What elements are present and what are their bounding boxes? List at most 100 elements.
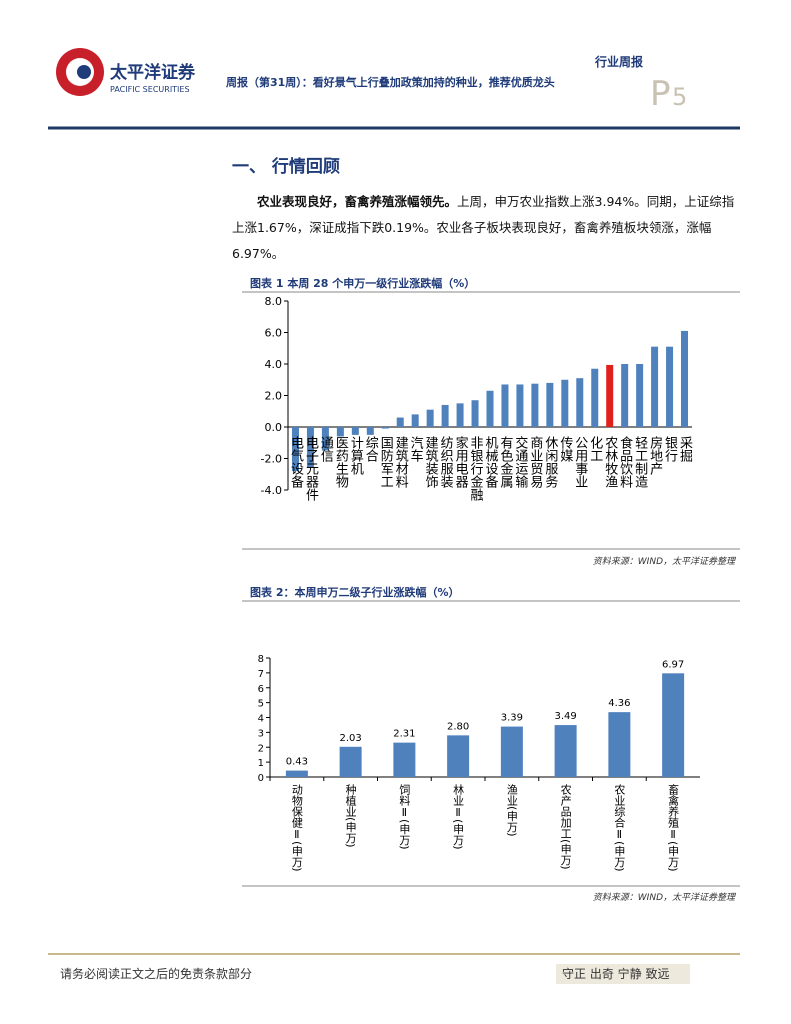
lead: 农业表现良好，畜禽养殖涨幅领先。 xyxy=(257,194,458,209)
bar xyxy=(681,330,689,427)
bar xyxy=(621,364,629,427)
value-label: 2.03 xyxy=(339,733,361,744)
source: 资料来源：WIND，太平洋证券整理 xyxy=(593,556,737,567)
bar xyxy=(441,404,449,427)
bar xyxy=(471,400,479,427)
bar xyxy=(546,382,554,427)
bar xyxy=(291,427,299,472)
motto: 守正 出奇 宁静 致远 xyxy=(562,966,669,981)
bar xyxy=(321,427,329,451)
x-tick-label: 医药生物 xyxy=(333,436,349,489)
x-tick-label: 非银行金融 xyxy=(468,436,484,501)
y-tick-label: 1 xyxy=(258,758,264,769)
value-label: 4.36 xyxy=(608,698,630,709)
value-label: 2.31 xyxy=(393,729,415,740)
y-tick-label: 6.0 xyxy=(265,327,283,340)
y-tick-label: -4.0 xyxy=(261,484,282,497)
bar xyxy=(576,378,584,427)
bar xyxy=(662,673,685,777)
value-label: 0.43 xyxy=(286,757,308,768)
bar xyxy=(396,417,404,427)
x-tick-label: 银行 xyxy=(662,436,678,463)
x-tick-label: 林业Ⅱ(申万) xyxy=(452,783,465,850)
x-tick-label: 轻工制造 xyxy=(632,436,648,489)
x-tick-label: 食品饮料 xyxy=(617,435,633,488)
source: 资料来源：WIND，太平洋证券整理 xyxy=(593,892,737,903)
x-tick-label: 交通运输 xyxy=(512,435,528,488)
x-tick-label: 通信 xyxy=(318,436,334,462)
bar xyxy=(306,427,314,468)
bar xyxy=(531,383,539,427)
bar xyxy=(516,384,524,427)
y-tick-label: 8 xyxy=(258,654,264,665)
page-letter: P xyxy=(650,74,671,114)
y-tick-label: 8.0 xyxy=(265,295,283,308)
page-number: 5 xyxy=(672,83,687,111)
bar xyxy=(561,379,569,427)
x-tick-label: 渔业(申万) xyxy=(505,784,518,837)
disclaimer: 请务必阅读正文之后的免责条款部分 xyxy=(60,966,252,981)
bar xyxy=(651,346,659,427)
x-tick-label: 化工 xyxy=(587,436,603,462)
bar xyxy=(608,712,631,777)
bar xyxy=(666,346,674,427)
x-tick-label: 汽车 xyxy=(408,436,424,462)
y-tick-label: 7 xyxy=(258,669,264,680)
section-heading: 一、 行情回顾 xyxy=(232,156,340,177)
x-tick-label: 电气设备 xyxy=(288,436,304,489)
report-type: 行业周报 xyxy=(594,54,643,69)
y-tick-label: 0 xyxy=(258,773,264,784)
brand: 太平洋证券 xyxy=(110,62,196,83)
x-tick-label: 计算机 xyxy=(348,436,364,476)
bar xyxy=(636,364,644,427)
bar xyxy=(554,725,577,777)
x-tick-label: 农业综合Ⅱ(申万) xyxy=(613,783,626,872)
x-tick-label: 家用电器 xyxy=(453,435,469,489)
y-tick-label: 0.0 xyxy=(265,421,283,434)
bar xyxy=(591,368,599,427)
x-tick-label: 电子元器件 xyxy=(303,436,319,501)
x-tick-label: 公用事业 xyxy=(572,436,588,488)
x-tick-label: 有色金属 xyxy=(497,436,513,489)
chart-title: 图表 2：本周申万二级子行业涨跌幅（%） xyxy=(250,585,460,599)
body: 上周，申万农业指数上涨3.94%。同期，上证综指上涨1.67%，深证成指下跌0.… xyxy=(232,194,735,261)
bar xyxy=(501,384,509,427)
x-tick-label: 建筑装饰 xyxy=(423,436,439,488)
y-tick-label: 4 xyxy=(258,714,264,725)
x-tick-label: 建筑材料 xyxy=(393,436,409,488)
x-tick-label: 国防军工 xyxy=(378,436,394,488)
report-title: 周报（第31周）：看好景气上行叠加政策加持的种业，推荐优质龙头 xyxy=(226,75,555,89)
x-tick-label: 畜禽养殖Ⅱ(申万) xyxy=(667,783,680,872)
bar xyxy=(447,735,470,777)
bar xyxy=(351,427,359,435)
x-tick-label: 传媒 xyxy=(557,436,573,462)
bar xyxy=(393,742,416,777)
bar xyxy=(285,770,308,777)
x-tick-label: 商业贸易 xyxy=(527,436,543,489)
x-tick-label: 饲料Ⅱ(申万) xyxy=(398,784,411,850)
bar xyxy=(336,427,344,437)
value-label: 3.49 xyxy=(554,711,576,722)
y-tick-label: 5 xyxy=(258,699,264,710)
y-tick-label: 6 xyxy=(258,684,264,695)
value-label: 6.97 xyxy=(662,659,684,670)
x-tick-label: 休闲服务 xyxy=(542,436,558,488)
x-tick-label: 种植业(申万) xyxy=(344,783,357,848)
brand-en: PACIFIC SECURITIES xyxy=(110,85,190,94)
x-tick-label: 纺织服装 xyxy=(438,436,454,488)
motto-box xyxy=(556,964,690,984)
bar xyxy=(411,414,419,427)
bar xyxy=(456,403,464,427)
value-label: 3.39 xyxy=(501,713,523,724)
bar xyxy=(500,726,523,777)
chart-title: 图表 1 本周 28 个申万一级行业涨跌幅（%） xyxy=(250,276,475,290)
x-tick-label: 动物保健Ⅱ(申万) xyxy=(290,784,303,872)
bar xyxy=(339,746,362,777)
paragraph: 农业表现良好，畜禽养殖涨幅领先。上周，申万农业指数上涨3.94%。同期，上证综指… xyxy=(232,189,737,267)
y-tick-label: 2 xyxy=(258,743,264,754)
y-tick-label: 3 xyxy=(258,728,264,739)
x-tick-label: 综合 xyxy=(363,436,379,462)
x-tick-label: 采掘 xyxy=(677,436,693,462)
value-label: 2.80 xyxy=(447,721,469,732)
